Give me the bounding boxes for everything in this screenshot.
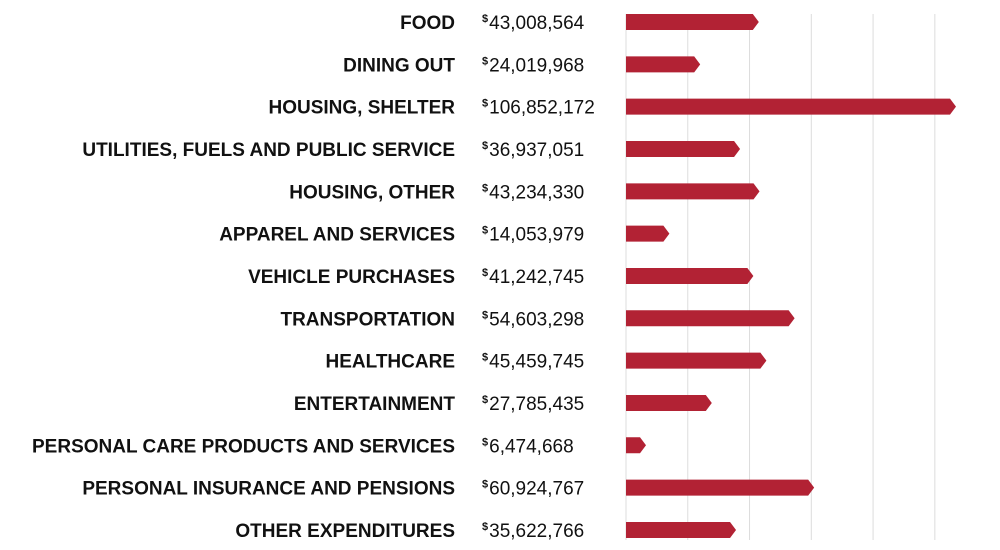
category-label: DINING OUT	[343, 55, 455, 76]
bar	[626, 521, 737, 538]
category-labels: FOOD DINING OUT HOUSING, SHELTER UTILITIES,…	[32, 13, 455, 542]
value-label: $36,937,051	[482, 140, 584, 161]
bars	[626, 14, 956, 538]
currency-symbol: $	[482, 352, 488, 364]
value-label: $43,008,564	[482, 13, 585, 34]
value-number: 14,053,979	[489, 225, 584, 246]
value-number: 24,019,968	[489, 55, 584, 76]
value-number: 45,459,745	[489, 352, 584, 373]
category-label: PERSONAL CARE PRODUCTS AND SERVICES	[32, 436, 455, 457]
category-label: FOOD	[400, 13, 455, 34]
bar	[626, 140, 741, 157]
category-label: UTILITIES, FUELS AND PUBLIC SERVICE	[82, 140, 455, 161]
value-number: 36,937,051	[489, 140, 584, 161]
bar	[626, 394, 712, 411]
currency-symbol: $	[482, 182, 488, 194]
currency-symbol: $	[482, 267, 488, 279]
value-number: 43,234,330	[489, 182, 584, 203]
value-labels: $43,008,564$24,019,968$106,852,172$36,93…	[482, 13, 595, 542]
currency-symbol: $	[482, 225, 488, 237]
value-label: $27,785,435	[482, 394, 584, 415]
bar	[626, 225, 670, 242]
bar	[626, 14, 759, 30]
currency-symbol: $	[482, 479, 488, 491]
bar	[626, 310, 795, 327]
category-label: HOUSING, OTHER	[289, 182, 455, 203]
bar	[626, 437, 646, 454]
value-number: 43,008,564	[489, 13, 585, 34]
currency-symbol: $	[482, 436, 488, 448]
currency-symbol: $	[482, 140, 488, 152]
value-label: $45,459,745	[482, 352, 584, 373]
value-label: $14,053,979	[482, 225, 584, 246]
value-number: 27,785,435	[489, 394, 584, 415]
value-number: 60,924,767	[489, 479, 584, 500]
currency-symbol: $	[482, 55, 488, 67]
value-number: 41,242,745	[489, 267, 584, 288]
bar	[626, 56, 701, 73]
value-label: $24,019,968	[482, 55, 584, 76]
currency-symbol: $	[482, 98, 488, 110]
value-number: 6,474,668	[489, 436, 574, 457]
bar	[626, 352, 767, 369]
value-label: $106,852,172	[482, 98, 595, 119]
value-number: 35,622,766	[489, 521, 584, 542]
category-label: ENTERTAINMENT	[294, 394, 456, 415]
bar	[626, 183, 760, 200]
value-label: $60,924,767	[482, 479, 584, 500]
currency-symbol: $	[482, 13, 488, 25]
value-number: 106,852,172	[489, 98, 595, 119]
category-label: HEALTHCARE	[326, 352, 455, 373]
currency-symbol: $	[482, 394, 488, 406]
currency-symbol: $	[482, 309, 488, 321]
value-label: $35,622,766	[482, 521, 584, 542]
value-label: $41,242,745	[482, 267, 584, 288]
value-label: $6,474,668	[482, 436, 574, 457]
category-label: APPAREL AND SERVICES	[219, 225, 455, 246]
category-label: OTHER EXPENDITURES	[235, 521, 455, 542]
bar	[626, 479, 815, 496]
value-number: 54,603,298	[489, 309, 584, 330]
category-label: PERSONAL INSURANCE AND PENSIONS	[82, 479, 455, 500]
category-label: HOUSING, SHELTER	[269, 98, 456, 119]
category-label: TRANSPORTATION	[280, 309, 455, 330]
value-label: $43,234,330	[482, 182, 584, 203]
bar	[626, 98, 956, 115]
category-label: VEHICLE PURCHASES	[248, 267, 455, 288]
value-label: $54,603,298	[482, 309, 584, 330]
currency-symbol: $	[482, 521, 488, 533]
bar	[626, 267, 754, 284]
